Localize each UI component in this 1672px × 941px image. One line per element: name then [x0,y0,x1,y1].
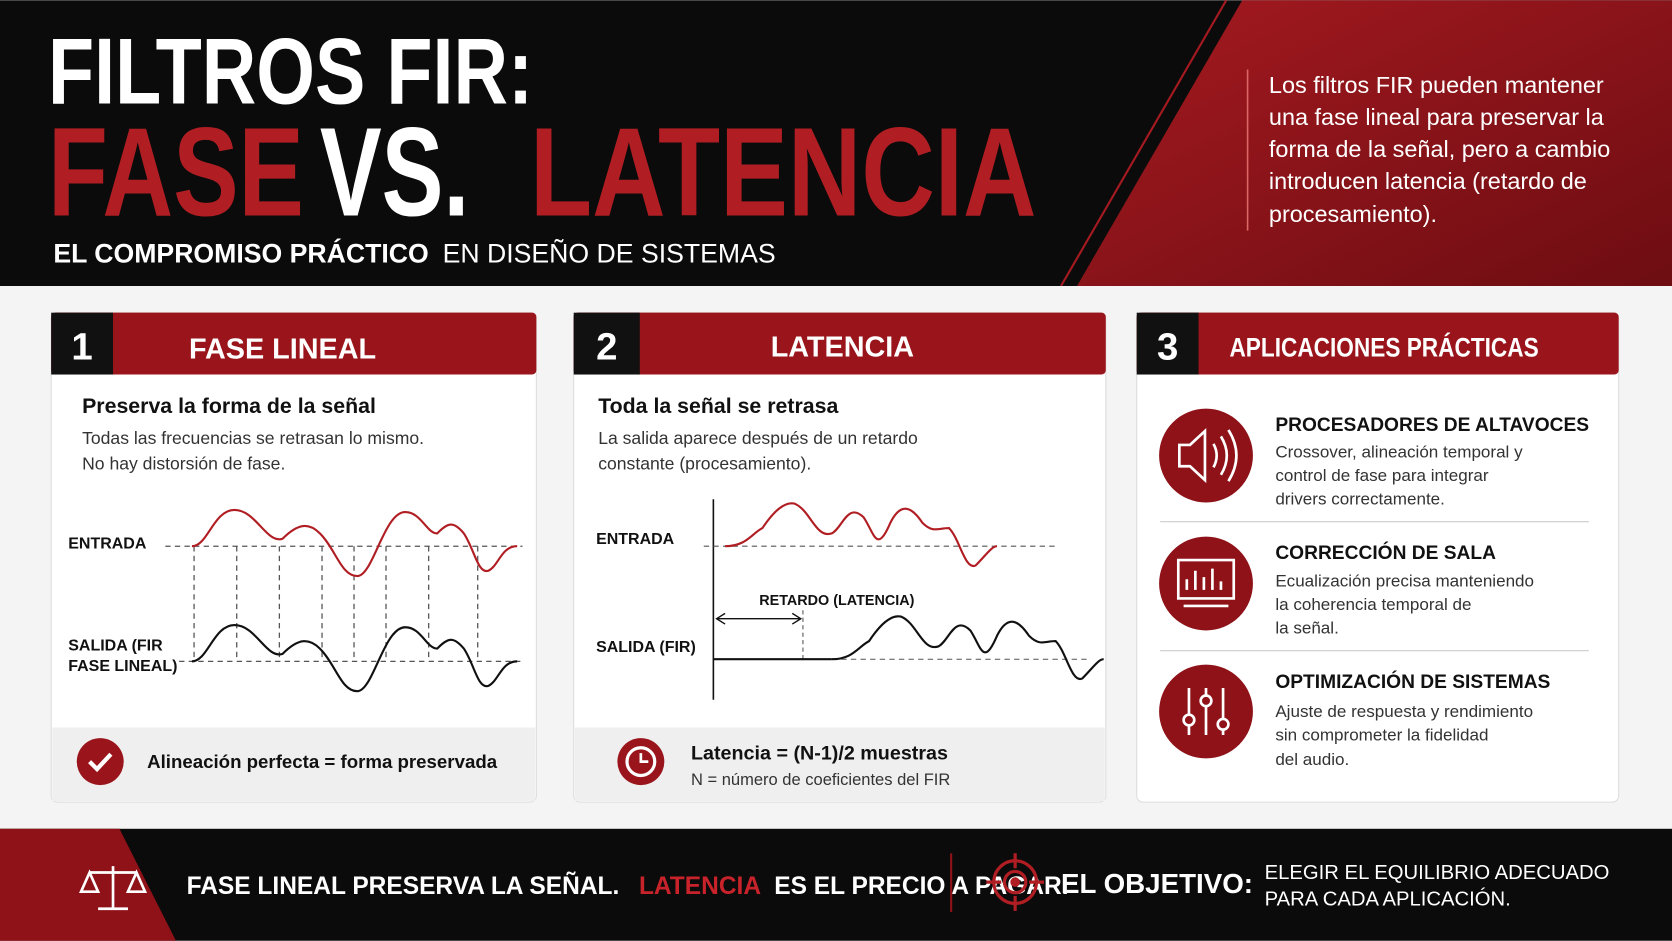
monitor-glyph [1176,558,1236,608]
card-header [51,312,537,375]
app-item: OPTIMIZACIÓN DE SISTEMAS Ajuste de respu… [1275,671,1550,769]
card-footer [52,727,536,802]
goal-text: PARA CADA APLICACIÓN. [1265,888,1511,911]
app-text: drivers correctamente. [1275,490,1445,509]
footer-bg [0,828,1672,941]
app-text: del audio. [1275,750,1349,769]
intro-line: una fase lineal para preservar la [1269,104,1605,130]
app-item: CORRECCIÓN DE SALA Ecualización precisa … [1275,542,1534,638]
title-word-vs: VS. [320,102,469,243]
card-number-bg [1136,312,1199,375]
scale-icon [78,866,148,911]
card-title: APLICACIONES PRÁCTICAS [1229,332,1538,362]
title-line1: FILTROS FIR: [48,19,533,124]
slider-knob [1199,694,1213,708]
card-number: 1 [71,326,92,369]
card-header [1136,312,1619,375]
card-title: FASE LINEAL [189,334,376,366]
intro-line: introducen latencia (retardo de [1269,168,1587,194]
monitor-icon [1159,536,1253,631]
check-icon [76,738,124,786]
clock-face [625,746,657,778]
wave-label: ENTRADA [596,531,675,548]
intro-line: Los filtros FIR pueden mantener [1269,72,1604,98]
subtitle: EL COMPROMISO PRÁCTICO EN DISEÑO DE SIST… [53,239,775,269]
card-number: 3 [1157,326,1178,369]
app-text: sin comprometer la fidelidad [1275,725,1488,744]
header-stripe [1060,0,1228,287]
wave-label: SALIDA (FIR [68,638,163,655]
delay-arrow [715,612,803,625]
statement-highlight: LATENCIA [639,873,761,900]
app-item: PROCESADORES DE ALTAVOCES Crossover, ali… [1275,415,1589,509]
card-number-bg [51,312,114,375]
app-text: control de fase para integrar [1275,466,1489,485]
card-text: constante (procesamiento). [598,453,811,473]
app-text: Ecualización precisa manteniendo [1275,572,1534,591]
card-number-bg [573,312,640,375]
app-text: Crossover, alineación temporal y [1275,443,1523,462]
goal-label: EL OBJETIVO: [1061,868,1253,899]
intro-line: forma de la señal, pero a cambio [1269,136,1610,162]
target-icon [986,853,1044,911]
clock-hands [639,753,649,763]
card-number: 2 [596,326,617,369]
app-title: PROCESADORES DE ALTAVOCES [1275,415,1589,436]
title-word-latencia: LATENCIA [530,102,1037,243]
formula: Latencia = (N-1)/2 muestras [691,742,948,764]
intro-line: procesamiento). [1269,201,1437,227]
card-heading: Preserva la forma de la señal [82,394,376,418]
footer-statement: FASE LINEAL PRESERVA LA SEÑAL. LATENCIA … [187,872,1069,900]
formula-note: N = número de coeficientes del FIR [691,770,950,789]
card-applications: 3 APLICACIONES PRÁCTICAS PROCESADORES DE… [1136,312,1620,803]
header-accent [1076,0,1672,287]
goal-text: ELEGIR EL EQUILIBRIO ADECUADO [1265,862,1610,884]
card-text: La salida aparece después de un retardo [598,428,918,448]
wave-label: SALIDA (FIR) [596,639,696,656]
intro: Los filtros FIR pueden mantener una fase… [1269,72,1610,227]
output-wave [191,624,518,693]
app-text: la señal. [1275,619,1339,638]
check-mark [88,752,113,773]
card-phase: 1 FASE LINEAL Preserva la forma de la se… [50,312,537,803]
subtitle-bold: EL COMPROMISO PRÁCTICO [53,239,428,269]
input-wave [191,508,518,578]
speaker-glyph [1178,427,1238,484]
subtitle-rest: EN DISEÑO DE SISTEMAS [443,239,776,269]
card-heading: Toda la señal se retrasa [598,394,838,418]
slider-knob [1216,717,1230,731]
app-text: la coherencia temporal de [1275,595,1471,614]
wave-label: FASE LINEAL) [68,658,177,675]
slider-knob [1182,713,1196,727]
footer-accent [0,828,176,941]
card-latency: 2 LATENCIA Toda la señal se retrasa La s… [573,312,1107,803]
output-wave [831,615,1104,680]
card-title: LATENCIA [771,331,915,363]
input-wave [725,502,998,567]
statement-part: ES EL PRECIO A PAGAR. [774,873,1068,900]
card-text: No hay distorsión de fase. [82,453,285,473]
app-title: CORRECCIÓN DE SALA [1275,542,1496,564]
app-title: OPTIMIZACIÓN DE SISTEMAS [1275,671,1550,693]
card-header [573,312,1106,375]
statement-part: FASE LINEAL PRESERVA LA SEÑAL. [187,872,620,900]
wave-label: ENTRADA [68,535,147,552]
guides [165,545,523,663]
title-word-fase: FASE [48,102,304,243]
delay-label: RETARDO (LATENCIA) [759,593,914,609]
app-text: Ajuste de respuesta y rendimiento [1275,702,1533,721]
card-footer-text: Alineación perfecta = forma preservada [147,751,498,772]
card-text: Todas las frecuencias se retrasan lo mis… [82,428,424,448]
